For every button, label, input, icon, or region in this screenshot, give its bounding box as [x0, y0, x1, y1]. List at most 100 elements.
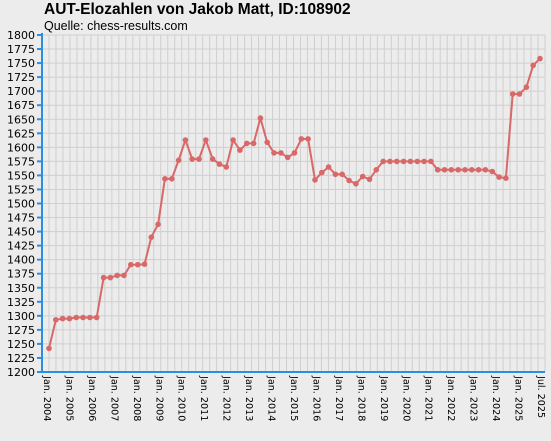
x-tick-label: Jan. 2008	[131, 375, 142, 421]
x-tick-label: Jan. 2025	[513, 375, 524, 421]
data-point	[523, 84, 530, 90]
data-point	[339, 171, 346, 178]
data-point	[59, 315, 66, 322]
data-point	[141, 261, 148, 268]
data-point	[100, 274, 107, 281]
data-point	[441, 167, 448, 173]
data-point	[46, 345, 52, 352]
data-point	[319, 169, 325, 176]
data-point	[73, 314, 80, 321]
y-tick-label: 1350	[7, 282, 35, 295]
data-point	[250, 140, 257, 147]
x-tick-label: Jan. 2006	[86, 375, 97, 421]
data-point	[114, 272, 120, 279]
data-point	[414, 158, 421, 165]
x-tick-label: Jan. 2024	[490, 375, 501, 421]
x-tick-label: Jan. 2021	[423, 375, 434, 421]
data-point	[148, 234, 155, 240]
y-tick-label: 1550	[7, 169, 35, 182]
y-tick-label: 1725	[7, 71, 35, 84]
x-tick-label: Jan. 2014	[266, 375, 277, 421]
y-tick-label: 1200	[7, 366, 35, 379]
x-tick-label: Jul. 2025	[535, 375, 546, 418]
data-point	[482, 167, 489, 173]
data-point	[216, 161, 223, 167]
x-tick-label: Jan. 2012	[221, 375, 232, 421]
data-point	[516, 91, 523, 97]
data-point	[107, 274, 114, 281]
data-point	[325, 164, 332, 170]
data-point	[346, 177, 352, 184]
data-point	[189, 156, 195, 162]
data-point	[298, 136, 305, 142]
data-point	[387, 158, 393, 165]
data-point	[380, 158, 387, 165]
data-point	[169, 176, 175, 182]
data-point	[530, 62, 536, 69]
x-tick-label: Jan. 2023	[468, 375, 479, 421]
data-point	[93, 314, 100, 321]
data-point	[223, 164, 230, 170]
x-tick-label: Jan. 2022	[445, 375, 456, 421]
data-point	[394, 158, 400, 165]
y-tick-label: 1525	[7, 183, 35, 196]
y-tick-label: 1475	[7, 212, 35, 225]
data-point	[66, 315, 73, 322]
data-point	[196, 156, 202, 162]
data-point	[400, 158, 407, 165]
y-tick-label: 1775	[7, 43, 35, 56]
chart-title: AUT-Elozahlen von Jakob Matt, ID:108902	[44, 1, 351, 18]
data-point	[155, 221, 161, 228]
y-tick-label: 1650	[7, 113, 35, 126]
data-point	[182, 137, 189, 143]
data-point	[428, 158, 434, 165]
data-point	[175, 157, 182, 164]
y-tick-label: 1750	[7, 57, 35, 70]
y-tick-label: 1425	[7, 240, 35, 253]
data-point	[434, 167, 441, 173]
y-tick-label: 1675	[7, 99, 35, 112]
y-tick-label: 1700	[7, 85, 35, 98]
data-point	[305, 136, 311, 142]
x-tick-label: Jan. 2009	[153, 375, 164, 421]
data-point	[278, 150, 284, 156]
data-point	[230, 137, 236, 143]
data-point	[264, 139, 271, 146]
data-point	[209, 156, 216, 162]
data-point	[469, 167, 475, 173]
data-point	[162, 176, 168, 182]
y-tick-label: 1500	[7, 198, 35, 211]
data-point	[237, 147, 243, 153]
data-point	[455, 167, 462, 173]
chart-subtitle: Quelle: chess-results.com	[44, 19, 188, 33]
y-tick-label: 1275	[7, 324, 35, 337]
y-tick-label: 1400	[7, 254, 35, 267]
y-tick-label: 1625	[7, 127, 35, 140]
data-point	[462, 167, 468, 173]
y-tick-label: 1325	[7, 296, 35, 309]
data-point	[128, 261, 134, 268]
data-point	[366, 176, 373, 183]
data-point	[87, 314, 93, 321]
data-point	[134, 261, 141, 268]
data-point	[271, 150, 277, 156]
data-point	[489, 168, 496, 175]
y-tick-label: 1575	[7, 155, 35, 168]
x-tick-label: Jan. 2010	[176, 375, 187, 421]
x-tick-label: Jan. 2016	[310, 375, 321, 421]
data-point	[475, 167, 482, 173]
data-point	[80, 314, 86, 321]
data-point	[203, 137, 209, 143]
x-tick-label: Jan. 2007	[108, 375, 119, 421]
x-tick-label: Jan. 2011	[198, 375, 209, 421]
data-point	[448, 167, 455, 173]
y-tick-label: 1600	[7, 141, 35, 154]
x-tick-label: Jan. 2005	[63, 375, 74, 421]
data-point	[509, 91, 516, 97]
data-point	[332, 171, 339, 178]
x-tick-label: Jan. 2019	[378, 375, 389, 421]
y-tick-label: 1450	[7, 226, 35, 239]
data-point	[353, 181, 359, 187]
